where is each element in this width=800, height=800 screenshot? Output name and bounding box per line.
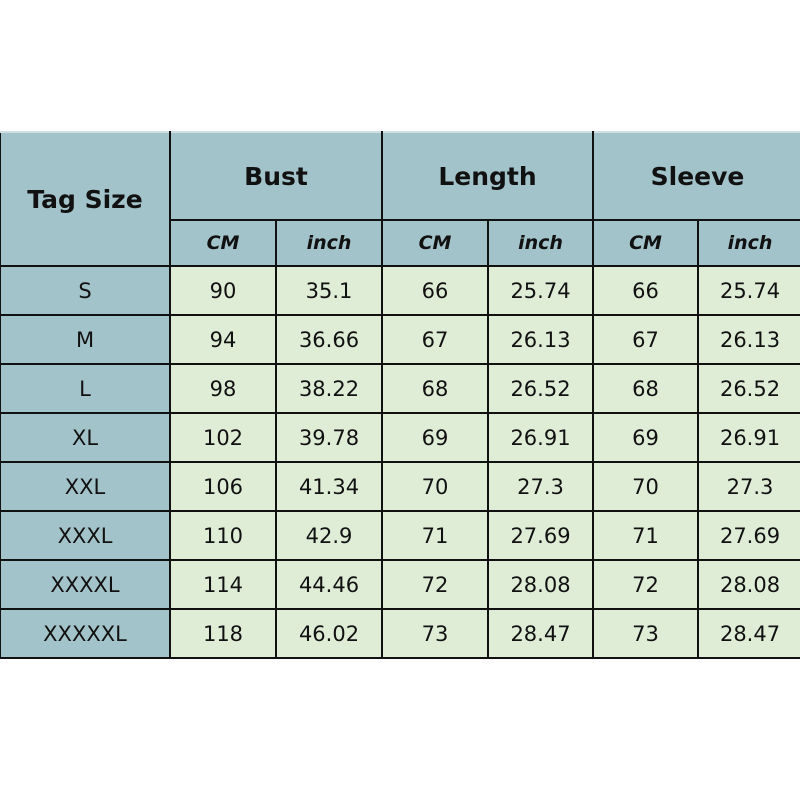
sleeve-header: Sleeve [592, 131, 800, 221]
value-cell: 70 [381, 461, 489, 512]
size-cell: S [0, 265, 171, 316]
size-chart-table: Tag Size Bust Length Sleeve CM inch CM i… [0, 131, 800, 659]
value-cell: 110 [169, 510, 277, 561]
table-row: XXL 106 41.34 70 27.3 70 27.3 [0, 461, 800, 512]
value-cell: 42.9 [275, 510, 383, 561]
size-cell: XXXXXL [0, 608, 171, 659]
size-cell: XXXL [0, 510, 171, 561]
size-cell: XL [0, 412, 171, 463]
value-cell: 66 [381, 265, 489, 316]
value-cell: 26.13 [697, 314, 800, 365]
value-cell: 102 [169, 412, 277, 463]
value-cell: 94 [169, 314, 277, 365]
unit-header: CM [169, 219, 277, 267]
size-cell: L [0, 363, 171, 414]
value-cell: 38.22 [275, 363, 383, 414]
header-row-groups: Tag Size Bust Length Sleeve [0, 131, 800, 267]
value-cell: 68 [592, 363, 700, 414]
size-cell: XXXXL [0, 559, 171, 610]
size-cell: M [0, 314, 171, 365]
table-row: XL 102 39.78 69 26.91 69 26.91 [0, 412, 800, 463]
value-cell: 69 [592, 412, 700, 463]
header-row-units: CM inch CM inch CM inch [0, 219, 800, 267]
table-row: XXXXXL 118 46.02 73 28.47 73 28.47 [0, 608, 800, 659]
value-cell: 28.08 [486, 559, 595, 610]
value-cell: 28.47 [486, 608, 595, 659]
value-cell: 26.13 [486, 314, 595, 365]
unit-header: inch [697, 219, 800, 267]
value-cell: 72 [592, 559, 700, 610]
value-cell: 41.34 [275, 461, 383, 512]
value-cell: 26.52 [486, 363, 595, 414]
table-row: L 98 38.22 68 26.52 68 26.52 [0, 363, 800, 414]
value-cell: 114 [169, 559, 277, 610]
value-cell: 72 [381, 559, 489, 610]
table-row: XXXL 110 42.9 71 27.69 71 27.69 [0, 510, 800, 561]
table-row: S 90 35.1 66 25.74 66 25.74 [0, 265, 800, 316]
table-row: XXXXL 114 44.46 72 28.08 72 28.08 [0, 559, 800, 610]
value-cell: 69 [381, 412, 489, 463]
value-cell: 27.3 [697, 461, 800, 512]
value-cell: 25.74 [486, 265, 595, 316]
value-cell: 70 [592, 461, 700, 512]
bust-header: Bust [169, 131, 383, 221]
value-cell: 67 [592, 314, 700, 365]
tag-size-header: Tag Size [0, 131, 171, 267]
value-cell: 66 [592, 265, 700, 316]
value-cell: 44.46 [275, 559, 383, 610]
value-cell: 25.74 [697, 265, 800, 316]
value-cell: 36.66 [275, 314, 383, 365]
value-cell: 26.91 [697, 412, 800, 463]
value-cell: 35.1 [275, 265, 383, 316]
value-cell: 98 [169, 363, 277, 414]
length-header: Length [380, 131, 595, 221]
value-cell: 27.69 [697, 510, 800, 561]
value-cell: 26.52 [697, 363, 800, 414]
unit-header: CM [381, 219, 489, 267]
unit-header: inch [275, 219, 383, 267]
value-cell: 71 [592, 510, 700, 561]
value-cell: 28.47 [697, 608, 800, 659]
value-cell: 68 [381, 363, 489, 414]
value-cell: 73 [381, 608, 489, 659]
size-cell: XXL [0, 461, 171, 512]
value-cell: 27.3 [486, 461, 595, 512]
value-cell: 46.02 [275, 608, 383, 659]
value-cell: 106 [169, 461, 277, 512]
value-cell: 90 [169, 265, 277, 316]
value-cell: 118 [169, 608, 277, 659]
value-cell: 73 [592, 608, 700, 659]
value-cell: 26.91 [486, 412, 595, 463]
value-cell: 27.69 [486, 510, 595, 561]
value-cell: 39.78 [275, 412, 383, 463]
table-row: M 94 36.66 67 26.13 67 26.13 [0, 314, 800, 365]
value-cell: 71 [381, 510, 489, 561]
value-cell: 28.08 [697, 559, 800, 610]
unit-header: CM [592, 219, 700, 267]
unit-header: inch [486, 219, 595, 267]
value-cell: 67 [381, 314, 489, 365]
